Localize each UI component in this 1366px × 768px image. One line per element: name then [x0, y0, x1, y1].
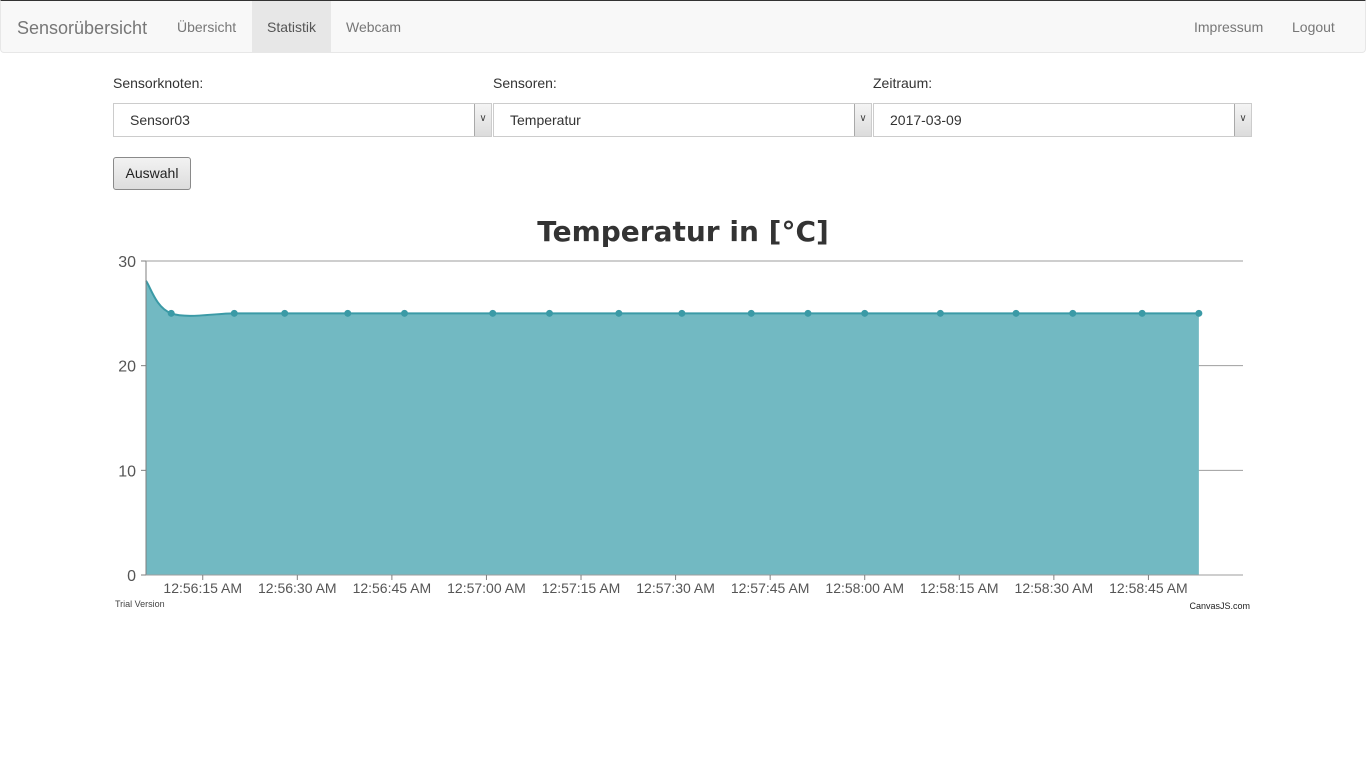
- navbar-brand[interactable]: Sensorübersicht: [17, 18, 148, 38]
- y-tick-label: 10: [118, 463, 136, 480]
- sensorknoten-dropdown-toggle[interactable]: ∨: [474, 104, 491, 136]
- chart-x-tick-labels: 12:56:15 AM 12:56:30 AM 12:56:45 AM 12:57:0…: [163, 575, 1188, 596]
- chart-markers: [167, 309, 1203, 317]
- x-tick-label: 12:57:00 AM: [447, 580, 526, 596]
- data-point: [230, 309, 238, 317]
- sensorknoten-label: Sensorknoten:: [113, 75, 204, 91]
- zeitraum-value: 2017-03-09: [890, 112, 962, 128]
- nav-link-uebersicht[interactable]: Übersicht: [177, 19, 237, 35]
- y-tick-label: 30: [118, 254, 136, 271]
- sensoren-value: Temperatur: [510, 112, 581, 128]
- chart-area-fill: [146, 280, 1199, 575]
- chart-y-tick-labels: 0 10 20 30: [118, 254, 146, 585]
- nav-link-impressum[interactable]: Impressum: [1194, 19, 1264, 35]
- x-tick-label: 12:58:15 AM: [920, 580, 999, 596]
- nav-link-webcam[interactable]: Webcam: [346, 19, 401, 35]
- x-tick-label: 12:57:15 AM: [542, 580, 621, 596]
- data-point: [804, 309, 812, 317]
- nav-link-logout[interactable]: Logout: [1292, 19, 1335, 35]
- data-point: [747, 309, 755, 317]
- sensoren-select[interactable]: Temperatur ∨: [493, 103, 872, 137]
- data-point: [1012, 309, 1020, 317]
- data-point: [615, 309, 623, 317]
- nav-link-statistik[interactable]: Statistik: [252, 1, 332, 52]
- canvasjs-credit-link[interactable]: CanvasJS.com: [1189, 601, 1250, 611]
- x-tick-label: 12:58:00 AM: [825, 580, 904, 596]
- sensorknoten-value: Sensor03: [130, 112, 190, 128]
- zeitraum-select[interactable]: 2017-03-09 ∨: [873, 103, 1252, 137]
- sensorknoten-select[interactable]: Sensor03 ∨: [113, 103, 492, 137]
- data-point: [400, 309, 408, 317]
- x-tick-label: 12:56:15 AM: [163, 580, 242, 596]
- chart-series-line: [145, 280, 1199, 317]
- auswahl-button[interactable]: Auswahl: [113, 157, 191, 190]
- data-point: [678, 309, 686, 317]
- y-tick-label: 0: [127, 568, 136, 585]
- chevron-down-icon: ∨: [859, 113, 867, 124]
- x-tick-label: 12:58:30 AM: [1015, 580, 1094, 596]
- chart-axes: [145, 260, 1243, 576]
- sensoren-label: Sensoren:: [493, 75, 557, 91]
- data-point: [489, 309, 497, 317]
- data-point: [1138, 309, 1146, 317]
- data-point: [545, 309, 553, 317]
- sensoren-dropdown-toggle[interactable]: ∨: [854, 104, 871, 136]
- data-point: [344, 309, 352, 317]
- data-point: [281, 309, 289, 317]
- trial-version-label: Trial Version: [115, 599, 165, 609]
- chevron-down-icon: ∨: [479, 113, 487, 124]
- x-tick-label: 12:57:45 AM: [731, 580, 810, 596]
- data-point: [861, 309, 869, 317]
- data-point: [936, 309, 944, 317]
- navbar: Sensorübersicht Übersicht Statistik Webc…: [0, 0, 1366, 53]
- data-point: [167, 309, 175, 317]
- data-point: [1195, 309, 1203, 317]
- y-tick-label: 20: [118, 359, 136, 376]
- x-tick-label: 12:56:45 AM: [353, 580, 432, 596]
- data-point: [1069, 309, 1077, 317]
- x-tick-label: 12:57:30 AM: [636, 580, 715, 596]
- chart-title: Temperatur in [°C]: [537, 215, 829, 248]
- chevron-down-icon: ∨: [1239, 113, 1247, 124]
- zeitraum-label: Zeitraum:: [873, 75, 933, 91]
- x-tick-label: 12:58:45 AM: [1109, 580, 1188, 596]
- x-tick-label: 12:56:30 AM: [258, 580, 337, 596]
- zeitraum-dropdown-toggle[interactable]: ∨: [1234, 104, 1251, 136]
